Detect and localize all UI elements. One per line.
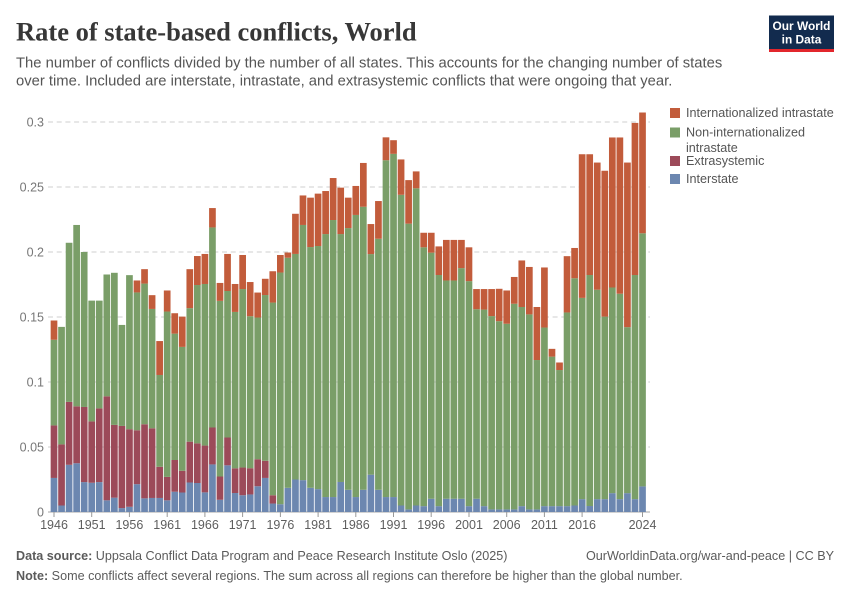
svg-text:2011: 2011 [531, 518, 558, 532]
svg-text:1946: 1946 [40, 518, 68, 532]
svg-text:intrastate: intrastate [686, 141, 738, 155]
svg-text:Internationalized intrastate: Internationalized intrastate [686, 106, 834, 120]
svg-text:2024: 2024 [629, 518, 657, 532]
svg-text:1971: 1971 [229, 518, 257, 532]
svg-text:2006: 2006 [493, 518, 521, 532]
svg-text:2016: 2016 [568, 518, 596, 532]
svg-text:Data source: Uppsala Conflict: Data source: Uppsala Conflict Data Progr… [16, 549, 507, 563]
svg-text:in Data: in Data [782, 33, 822, 47]
svg-text:1981: 1981 [304, 518, 332, 532]
svg-text:0: 0 [37, 506, 44, 520]
svg-text:1991: 1991 [380, 518, 408, 532]
svg-text:1986: 1986 [342, 518, 370, 532]
svg-text:1996: 1996 [417, 518, 445, 532]
svg-text:2001: 2001 [455, 518, 483, 532]
svg-text:Interstate: Interstate [686, 172, 739, 186]
svg-text:Extrasystemic: Extrasystemic [686, 154, 764, 168]
svg-text:0.2: 0.2 [27, 246, 44, 260]
svg-text:Our World: Our World [773, 19, 831, 33]
svg-text:0.3: 0.3 [27, 116, 44, 130]
svg-text:OurWorldinData.org/war-and-pea: OurWorldinData.org/war-and-peace | CC BY [586, 549, 835, 563]
svg-text:1961: 1961 [153, 518, 181, 532]
svg-text:Rate of state-based conflicts,: Rate of state-based conflicts, World [16, 17, 417, 47]
svg-text:over time. Included are inters: over time. Included are interstate, intr… [16, 74, 672, 90]
svg-text:0.15: 0.15 [20, 311, 44, 325]
svg-text:1951: 1951 [78, 518, 106, 532]
svg-text:The number of conflicts divide: The number of conflicts divided by the n… [16, 56, 722, 72]
svg-text:0.1: 0.1 [27, 376, 44, 390]
svg-text:1956: 1956 [115, 518, 143, 532]
svg-text:0.25: 0.25 [20, 181, 44, 195]
svg-text:Note: Some conflicts affect se: Note: Some conflicts affect several regi… [16, 569, 683, 583]
svg-text:1966: 1966 [191, 518, 219, 532]
svg-text:0.05: 0.05 [20, 441, 44, 455]
svg-text:Non-internationalized: Non-internationalized [686, 126, 805, 140]
svg-text:1976: 1976 [266, 518, 294, 532]
